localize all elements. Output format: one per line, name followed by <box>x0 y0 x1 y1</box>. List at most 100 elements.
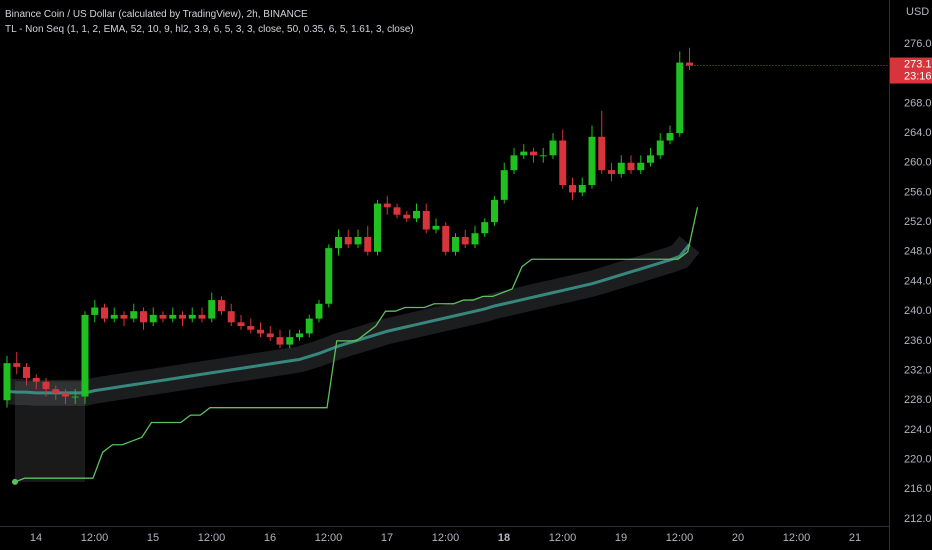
x-tick-label: 12:00 <box>666 532 694 544</box>
candle-body <box>325 248 333 304</box>
y-tick-label: 252.0 <box>904 216 932 228</box>
candle-body <box>42 381 50 390</box>
candle-body <box>208 300 216 319</box>
candle-body <box>149 314 157 323</box>
candle-body <box>647 155 654 163</box>
y-tick-label: 248.0 <box>904 246 932 258</box>
trailing-stop-start <box>12 478 18 485</box>
candle-body <box>62 392 69 397</box>
candle-body <box>110 314 118 319</box>
y-tick-label: 276.0 <box>904 38 932 50</box>
candle-body <box>32 377 40 382</box>
trailing-stop-line <box>14 207 699 483</box>
candle-body <box>276 337 284 345</box>
x-tick-label: 12:00 <box>81 532 109 544</box>
candle-body <box>588 136 596 186</box>
candle-body <box>413 210 420 219</box>
candle-body <box>188 314 196 319</box>
x-tick-label: 17 <box>381 532 393 544</box>
candle-body <box>500 170 508 200</box>
candle-body <box>686 62 693 66</box>
candle-body <box>520 151 528 156</box>
candle-body <box>578 185 586 193</box>
candle-body <box>383 203 391 208</box>
x-tick-label: 16 <box>264 532 276 544</box>
y-tick-label: 256.0 <box>904 186 932 198</box>
candle-body <box>403 214 411 219</box>
x-tick-label: 18 <box>498 532 510 544</box>
candle-body <box>257 329 264 334</box>
currency-label: USD <box>906 6 929 18</box>
candle-body <box>52 389 60 393</box>
candle-body <box>471 233 479 245</box>
candle-body <box>198 314 206 319</box>
candle-body <box>530 151 537 156</box>
candle-body <box>130 311 138 319</box>
candle-body <box>374 203 381 252</box>
candle-body <box>637 162 645 171</box>
x-tick-label: 12:00 <box>783 532 811 544</box>
indicator-label: TL - Non Seq (1, 1, 2, EMA, 52, 10, 9, h… <box>5 24 414 35</box>
candle-body <box>237 322 245 327</box>
chart-title: Binance Coin / US Dollar (calculated by … <box>5 9 308 20</box>
candle-body <box>432 225 440 230</box>
candle-body <box>335 236 342 249</box>
y-tick-label: 240.0 <box>904 305 932 317</box>
x-tick-label: 12:00 <box>198 532 226 544</box>
candle-body <box>179 314 186 319</box>
candle-body <box>296 333 303 338</box>
y-tick-label: 236.0 <box>904 335 932 347</box>
candle-body <box>218 300 225 312</box>
x-tick-label: 15 <box>147 532 159 544</box>
x-tick-label: 20 <box>732 532 744 544</box>
candle-body <box>549 140 557 156</box>
candle-body <box>608 170 615 174</box>
x-tick-label: 12:00 <box>315 532 343 544</box>
candle-body <box>354 236 362 245</box>
candle-body <box>101 307 108 319</box>
candle-body <box>286 337 294 345</box>
candle-body <box>23 366 30 378</box>
candle-body <box>81 314 89 397</box>
y-tick-label: 264.0 <box>904 127 932 139</box>
candle-body <box>305 318 313 334</box>
countdown-label: 23:16 <box>904 70 932 82</box>
candle-body <box>627 162 635 171</box>
ema-line <box>6 243 691 395</box>
x-tick-label: 19 <box>615 532 627 544</box>
candle-body <box>120 314 128 319</box>
candle-body <box>247 326 255 330</box>
candle-body <box>3 363 11 401</box>
x-tick-label: 21 <box>849 532 861 544</box>
candle-body <box>315 303 323 319</box>
candle-body <box>569 185 576 193</box>
candle-body <box>364 236 372 252</box>
candle-body <box>422 210 430 230</box>
x-tick-label: 12:00 <box>549 532 577 544</box>
shade-box <box>15 381 85 482</box>
candle-body <box>539 155 547 157</box>
x-tick-label: 14 <box>30 532 42 544</box>
y-tick-label: 224.0 <box>904 424 932 436</box>
candle-body <box>393 207 401 215</box>
y-tick-label: 244.0 <box>904 275 932 287</box>
last-price-label: 273.1 <box>904 58 932 70</box>
candle-body <box>344 236 352 245</box>
x-tick-label: 12:00 <box>432 532 460 544</box>
candle-body <box>491 199 498 223</box>
candle-body <box>71 396 79 398</box>
last-price-tag <box>890 57 932 84</box>
y-tick-label: 228.0 <box>904 394 932 406</box>
y-tick-label: 260.0 <box>904 157 932 169</box>
candle-body <box>461 236 469 245</box>
candle-body <box>481 222 489 234</box>
candle-body <box>159 314 167 319</box>
candle-body <box>598 136 606 171</box>
candle-body <box>227 311 235 323</box>
candle-body <box>91 307 99 315</box>
candle-body <box>617 162 625 174</box>
candle-body <box>452 236 459 252</box>
